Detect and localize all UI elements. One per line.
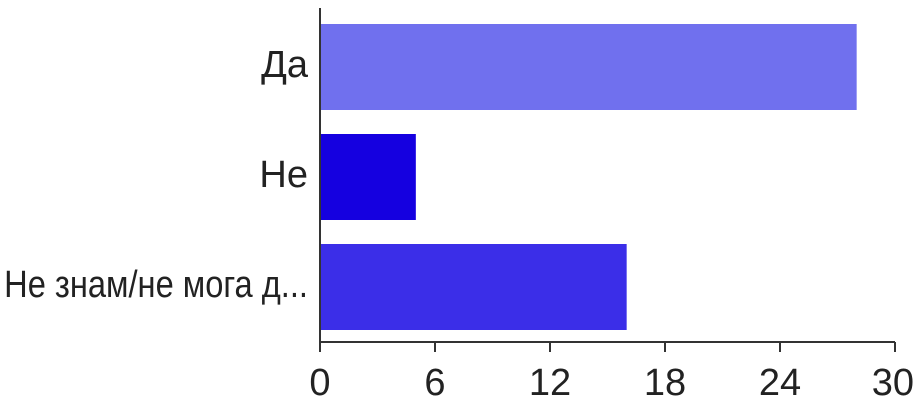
x-tick-label-3: 18 — [644, 362, 686, 398]
x-tick-label-2: 12 — [529, 362, 571, 398]
category-labels: Да Не Не знам/не мога д... — [4, 44, 309, 306]
bars-group — [320, 24, 857, 330]
bar-0 — [320, 24, 857, 110]
x-tick-label-1: 6 — [424, 362, 445, 398]
category-label-1: Не — [259, 154, 308, 196]
category-label-2: Не знам/не мога д... — [4, 263, 308, 306]
x-tick-label-5: 30 — [872, 362, 914, 398]
x-ticks: 0 6 12 18 24 30 — [309, 342, 914, 398]
bar-1 — [320, 134, 416, 220]
category-label-0: Да — [261, 44, 309, 86]
x-tick-label-0: 0 — [309, 362, 330, 398]
bar-2 — [320, 244, 627, 330]
x-tick-label-4: 24 — [759, 362, 801, 398]
axes — [319, 8, 895, 343]
